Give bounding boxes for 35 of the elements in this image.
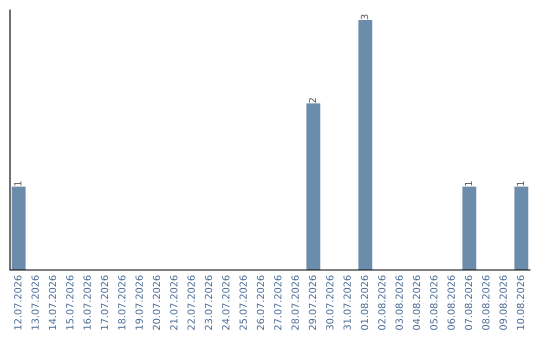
data-label: 1 bbox=[464, 181, 472, 186]
x-tick-label: 06.08.2026 bbox=[447, 275, 455, 330]
x-tick-label: 16.07.2026 bbox=[83, 275, 91, 330]
x-tick-label: 28.07.2026 bbox=[291, 275, 299, 330]
x-tick-label: 25.07.2026 bbox=[239, 275, 247, 330]
x-tick-label: 19.07.2026 bbox=[135, 275, 143, 330]
x-tick-label: 13.07.2026 bbox=[31, 275, 39, 330]
x-tick-label: 09.08.2026 bbox=[499, 275, 507, 330]
x-tick-label: 01.08.2026 bbox=[360, 275, 368, 330]
x-tick-label: 15.07.2026 bbox=[66, 275, 74, 330]
x-tick-label: 21.07.2026 bbox=[170, 275, 178, 330]
x-tick-label: 29.07.2026 bbox=[308, 275, 316, 330]
x-tick-label: 30.07.2026 bbox=[326, 275, 334, 330]
x-tick-label: 04.08.2026 bbox=[412, 275, 420, 330]
x-tick-label: 27.07.2026 bbox=[274, 275, 282, 330]
x-tick-label: 02.08.2026 bbox=[378, 275, 386, 330]
x-tick-label: 24.07.2026 bbox=[222, 275, 230, 330]
data-label: 1 bbox=[516, 181, 524, 186]
data-label: 3 bbox=[360, 14, 368, 20]
x-tick-label: 22.07.2026 bbox=[187, 275, 195, 330]
x-tick-label: 14.07.2026 bbox=[48, 275, 56, 330]
x-tick-label: 07.08.2026 bbox=[464, 275, 472, 330]
data-label: 2 bbox=[308, 98, 316, 103]
x-tick-label: 23.07.2026 bbox=[204, 275, 212, 330]
x-tick-label: 05.08.2026 bbox=[430, 275, 438, 330]
x-tick-label: 26.07.2026 bbox=[256, 275, 264, 330]
data-label: 1 bbox=[14, 181, 22, 186]
x-tick-label: 20.07.2026 bbox=[152, 275, 160, 330]
x-tick-label: 18.07.2026 bbox=[118, 275, 126, 330]
x-tick-label: 08.08.2026 bbox=[482, 275, 490, 330]
x-tick-label: 03.08.2026 bbox=[395, 275, 403, 330]
x-tick-label: 31.07.2026 bbox=[343, 275, 351, 330]
x-tick-label: 12.07.2026 bbox=[14, 275, 22, 330]
x-tick-label: 10.08.2026 bbox=[516, 275, 524, 330]
x-tick-label: 17.07.2026 bbox=[100, 275, 108, 330]
